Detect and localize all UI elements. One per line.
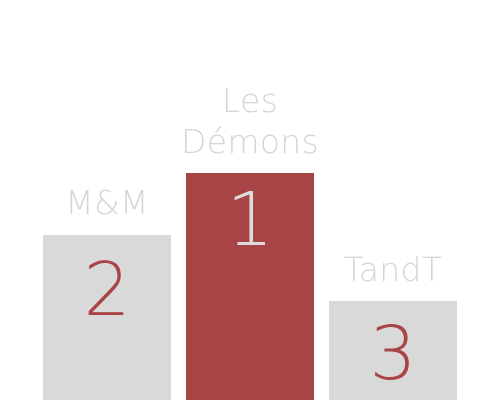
second-place-team-name: M&M [65,183,149,222]
first-place-rank: 1 [226,177,274,263]
first-place-block: 1 [186,173,314,400]
third-place-block: 3 [329,301,457,400]
second-place-block: 2 [43,235,171,400]
first-place-team-name: Les Démons [181,81,319,161]
second-place-rank: 2 [83,247,131,333]
third-place-rank: 3 [369,311,417,397]
third-place-team-name: TandT [343,250,443,289]
